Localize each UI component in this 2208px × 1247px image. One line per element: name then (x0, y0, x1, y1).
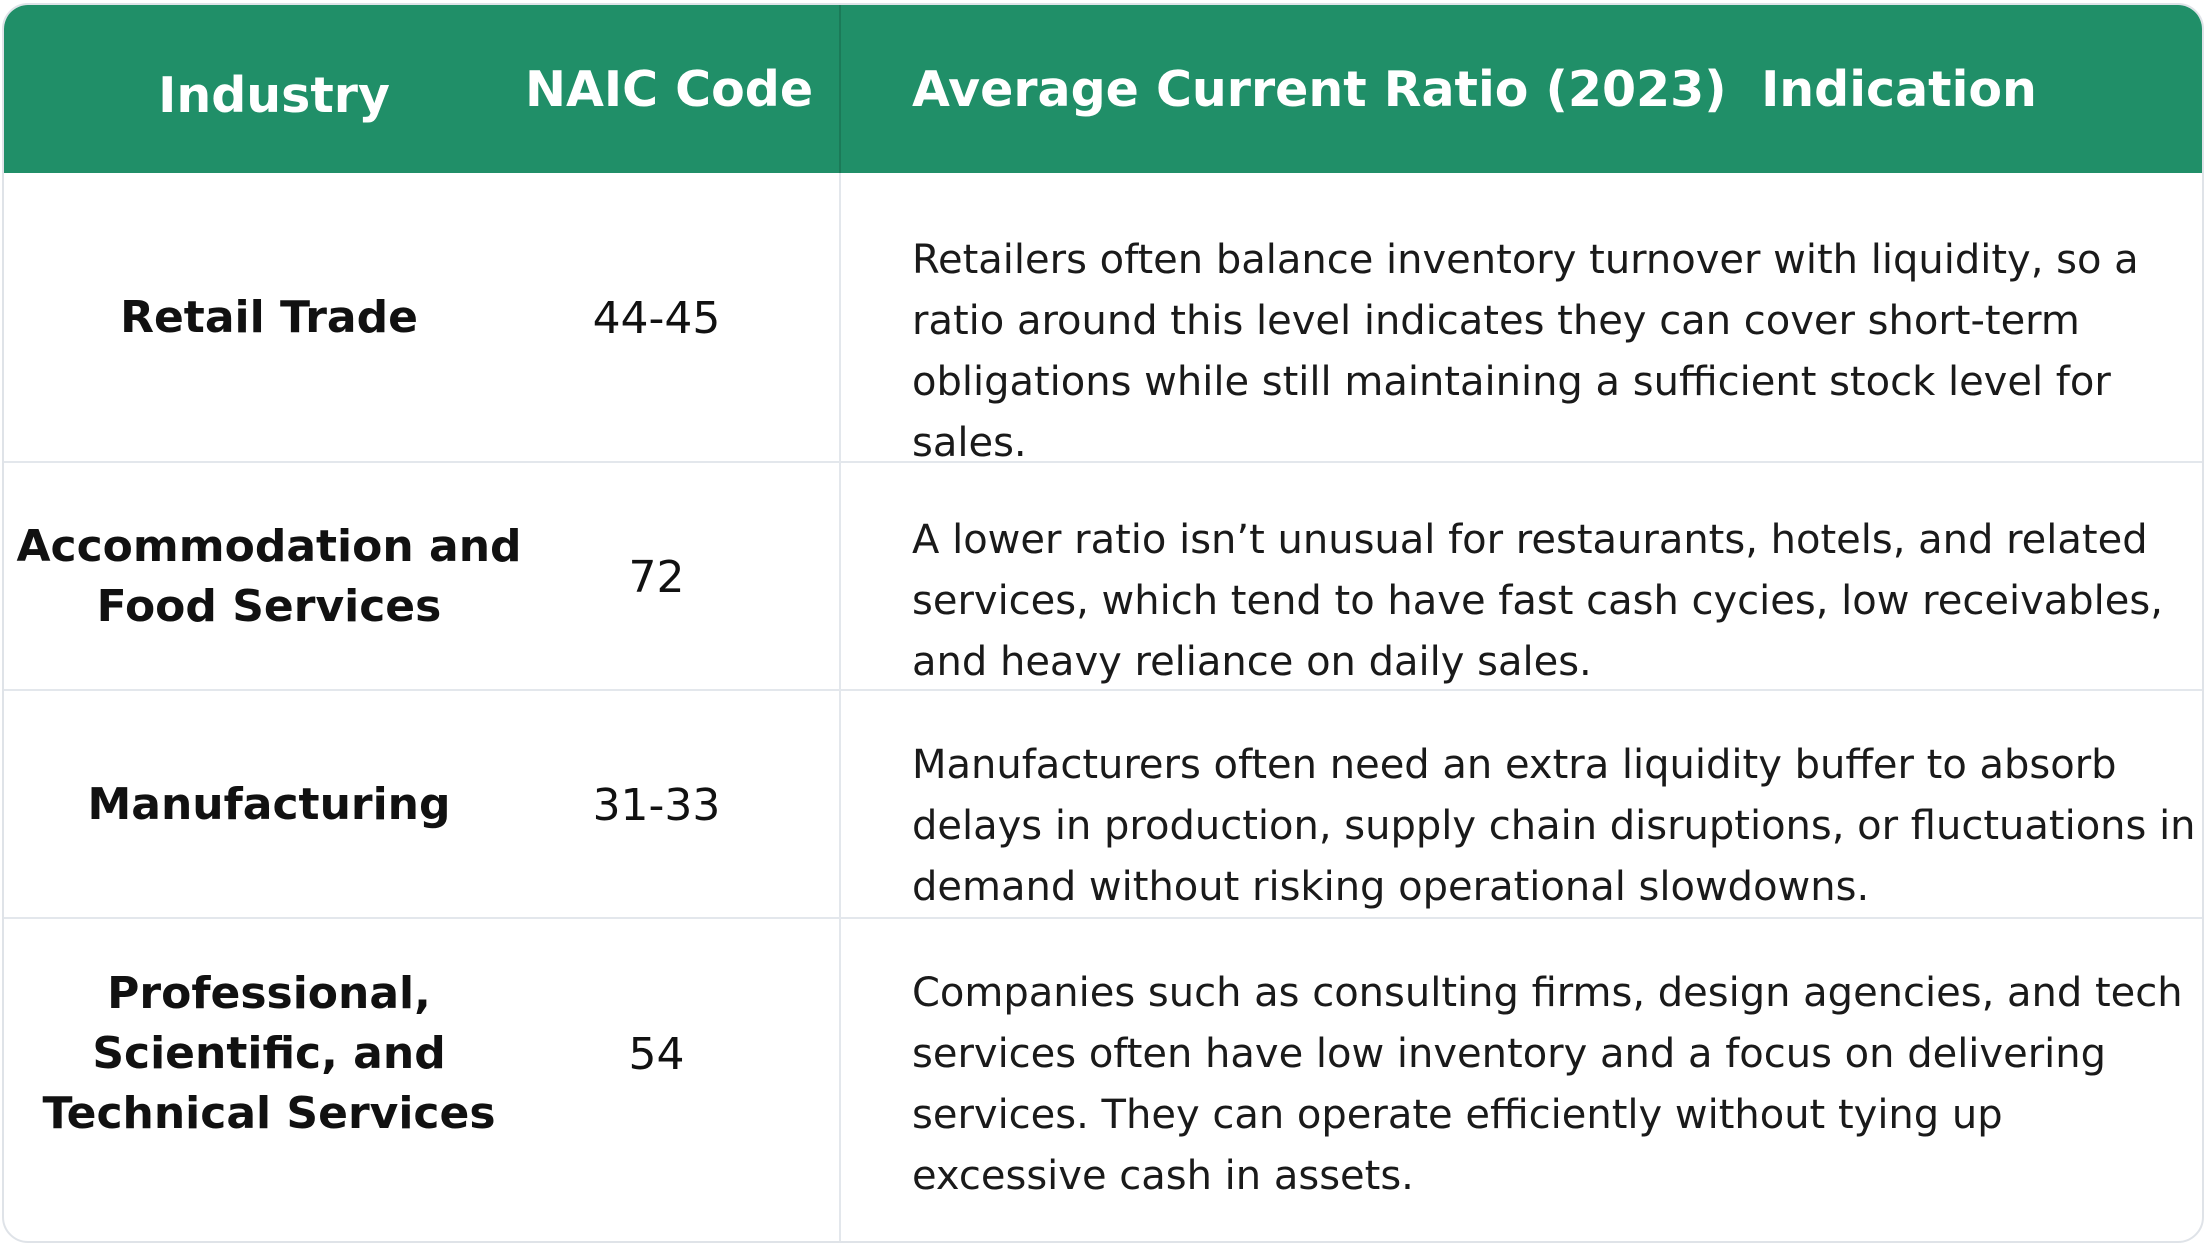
header-average-current-ratio: Average Current Ratio (2023) (912, 60, 1727, 118)
cell-naic-code: 72 (628, 551, 685, 603)
cell-industry: Accommodation and Food Services (16, 521, 522, 632)
header-naic-code: NAIC Code (524, 60, 814, 118)
cell-indication: A lower ratio isn’t unusual for restaura… (912, 517, 2163, 685)
cell-indication: Manufacturers often need an extra liquid… (912, 742, 2196, 910)
row-divider (4, 689, 2202, 691)
cell-naic-code: 31-33 (592, 779, 721, 831)
cell-indication: Retailers often balance inventory turnov… (912, 237, 2139, 466)
cell-indication: Companies such as consulting firms, desi… (912, 970, 2183, 1199)
cell-naic-code: 54 (628, 1028, 685, 1080)
header-column-divider (839, 5, 841, 173)
cell-industry: Retail Trade (120, 292, 418, 343)
ratio-table: Industry NAIC Code Average Current Ratio… (2, 3, 2204, 1243)
column-divider (839, 173, 841, 1241)
header-industry: Industry (158, 66, 390, 124)
cell-industry: Manufacturing (87, 779, 451, 830)
cell-naic-code: 44-45 (592, 292, 721, 344)
table-header-row: Industry NAIC Code Average Current Ratio… (4, 5, 2202, 173)
cell-industry: Professional, Scientific, and Technical … (42, 968, 496, 1139)
row-divider (4, 917, 2202, 919)
header-indication: Indication (1761, 60, 2037, 118)
row-divider (4, 461, 2202, 463)
